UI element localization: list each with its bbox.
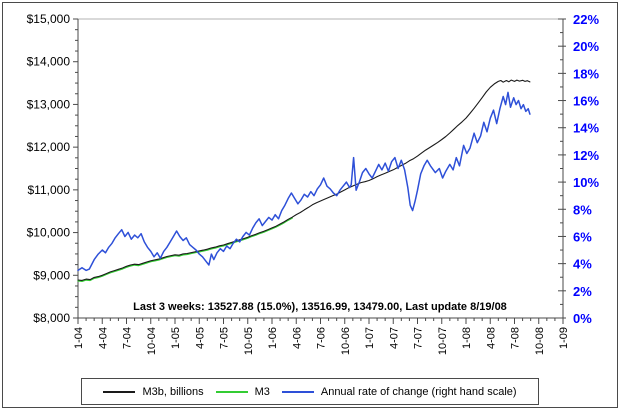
x-axis-tick-label: 7-05 [219,327,231,349]
series-line-m3 [77,217,293,282]
x-axis-tick-label: 1-09 [558,327,570,349]
series-line-m3b [77,79,531,281]
x-axis-tick-label: 10-07 [437,327,449,355]
annotation-last-3-weeks: Last 3 weeks: 13527.88 (15.0%), 13516.99… [133,301,507,313]
legend-line-sample-rate [281,390,314,393]
right-axis-tick-label: 4% [573,257,592,272]
left-axis-tick-label: $9,000 [33,268,70,282]
left-axis-tick-label: $12,000 [27,140,71,154]
legend-line-sample-m3 [215,390,248,393]
right-axis-tick-label: 0% [573,311,592,326]
x-axis-tick-label: 4-08 [485,327,497,349]
legend-label-m3b: M3b, billions [142,385,204,398]
right-axis-tick-label: 16% [573,94,599,109]
left-axis-tick-label: $8,000 [33,311,70,325]
left-axis-tick-label: $14,000 [27,55,71,69]
right-axis-tick-label: 18% [573,66,599,81]
left-axis-tick-label: $13,000 [27,97,71,111]
x-axis-tick-label: 1-05 [170,327,182,349]
series-line-annual-rate [77,91,531,272]
legend-label-m3: M3 [254,385,270,398]
x-axis-tick-label: 4-07 [388,327,400,349]
x-axis-tick-label: 10-06 [340,327,352,355]
x-axis-tick-label: 4-04 [97,327,109,349]
x-axis-tick-label: 1-06 [267,327,279,349]
x-axis-tick-label: 7-04 [122,327,134,349]
legend-label-rate: Annual rate of change (right hand scale) [320,385,517,398]
left-axis-tick-label: $11,000 [28,183,71,197]
legend-entry-m3b: M3b, billions [103,385,204,398]
x-axis-tick-label: 7-08 [510,327,522,349]
right-axis-tick-label: 6% [573,229,592,244]
x-axis-tick-label: 7-07 [413,327,425,349]
right-axis-tick-label: 8% [573,202,592,217]
x-axis-tick-label: 4-06 [291,327,303,349]
x-axis-tick-label: 10-08 [534,327,546,355]
x-axis-tick-label: 10-04 [146,327,158,355]
left-axis-tick-label: $15,000 [27,12,71,26]
x-axis-tick-label: 7-06 [316,327,328,349]
x-axis-tick-label: 10-05 [243,327,255,355]
right-axis-tick-label: 22% [573,12,599,27]
x-axis-tick-label: 1-08 [461,327,473,349]
legend: M3b, billions M3 Annual rate of change (… [81,378,539,405]
legend-entry-m3: M3 [215,385,270,398]
right-axis-tick-label: 12% [573,148,599,163]
right-axis-tick-label: 20% [573,39,599,54]
left-axis-tick-label: $10,000 [27,226,71,240]
right-axis-tick-label: 2% [573,284,592,299]
legend-entry-rate: Annual rate of change (right hand scale) [281,385,517,398]
right-axis-tick-label: 10% [573,175,599,190]
x-axis-tick-label: 1-07 [364,327,376,349]
x-axis-tick-label: 1-04 [73,327,85,349]
x-axis-tick-label: 4-05 [194,327,206,349]
right-axis-tick-label: 14% [573,121,599,136]
legend-line-sample-m3b [103,390,136,393]
plot-area: $8,000 $9,000 $10,000 $11,000 $12,000 $13,000… [27,12,600,355]
